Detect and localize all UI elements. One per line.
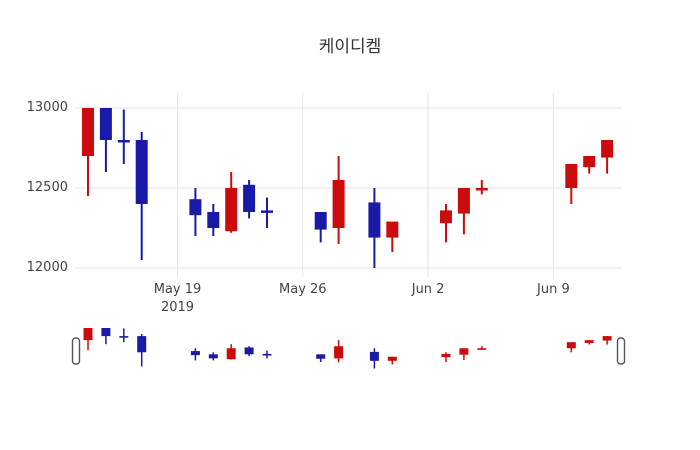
plot-drag-area[interactable] [75, 93, 622, 277]
rangeslider-candle-body [101, 328, 111, 337]
rangeslider-track[interactable] [75, 325, 622, 371]
candle-body [261, 210, 273, 213]
rangeslider-left-handle[interactable] [71, 337, 81, 365]
x-tick-label: Jun 2 [411, 282, 445, 297]
rangeslider-candle-body [137, 336, 147, 353]
y-tick-label: 12000 [26, 260, 68, 275]
rangeslider-candle-body [316, 354, 326, 359]
candle-body [457, 188, 470, 214]
candle-body [243, 184, 256, 212]
rangeslider-candle-body [477, 348, 487, 350]
chart-title: 케이디켐 [318, 37, 382, 57]
rangeslider-candle-body [584, 340, 594, 343]
candle-body [386, 221, 399, 238]
rangeslider-candle-body [334, 346, 344, 359]
rangeslider-candle-body [459, 348, 469, 355]
candle-body [368, 202, 381, 238]
rangeslider-candle-body [387, 356, 397, 361]
candle-body [475, 188, 488, 191]
rangeslider-right-handle[interactable] [616, 337, 626, 365]
candle-body [82, 108, 94, 156]
rangeslider-candle-body [244, 347, 254, 355]
rangeslider-candle-body [441, 353, 451, 358]
rangeslider-candle-body [566, 342, 576, 349]
candle-body [583, 156, 596, 168]
y-tick-label: 12500 [26, 180, 68, 195]
rangeslider-candle-body [190, 351, 200, 356]
rangeslider-candle-body [119, 336, 129, 338]
candle-body [189, 199, 202, 216]
rangeslider-candle-body [208, 354, 218, 359]
candle-body [135, 140, 148, 204]
candle-body [207, 212, 220, 228]
x-tick-label: May 26 [279, 282, 327, 297]
rangeslider-candle-body [83, 328, 93, 341]
x-tick-sublabel: 2019 [160, 300, 195, 315]
candle-body [117, 140, 130, 143]
candle-body [601, 140, 614, 158]
candle-body [332, 180, 345, 228]
candle-body [565, 164, 578, 188]
rangeslider-candle-body [226, 348, 236, 360]
rangeslider-candle-body [262, 353, 272, 356]
rangeslider-candle-body [369, 351, 379, 361]
candle-body [314, 212, 327, 230]
y-tick-label: 13000 [26, 100, 68, 115]
x-tick-label: May 19 2019 [153, 282, 202, 315]
candle-body [99, 108, 112, 140]
rangeslider-candle-body [602, 336, 612, 341]
x-tick-label: Jun 9 [537, 282, 570, 297]
candle-body [225, 188, 238, 232]
candle-body [440, 210, 452, 224]
